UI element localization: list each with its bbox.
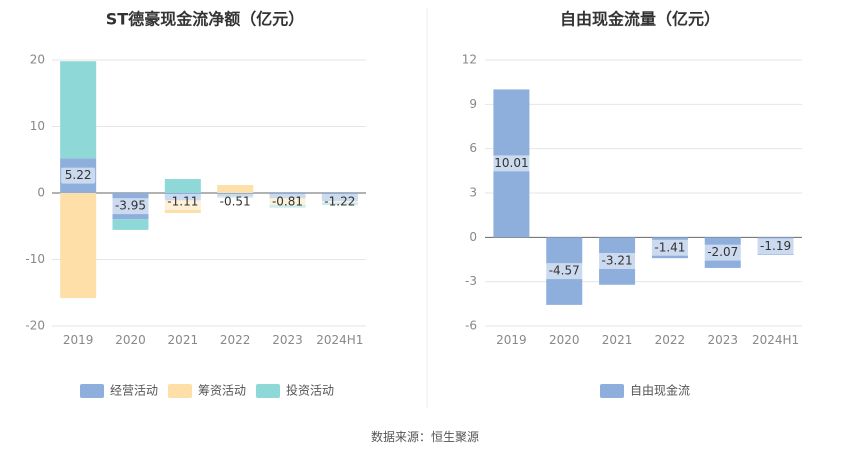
legend-swatch (168, 384, 192, 398)
data-label-background (110, 198, 151, 215)
legend-swatch (256, 384, 280, 398)
data-label: -1.22 (324, 195, 355, 209)
chart-title: 自由现金流量（亿元） (560, 10, 720, 29)
legend-label: 筹资活动 (198, 384, 246, 398)
data-label-background (490, 155, 532, 172)
bar (60, 61, 97, 159)
x-tick-label: 2020 (115, 333, 146, 347)
data-label: -2.07 (707, 245, 738, 259)
x-tick-label: 2022 (655, 333, 686, 347)
y-tick-label: 0 (469, 230, 477, 244)
data-label: -3.21 (602, 254, 633, 268)
cash-flow-net-chart: ST德豪现金流净额（亿元） 20 10 0 -10 -20 2019 2020 2021 2022… (25, 10, 366, 398)
data-label: -1.11 (167, 195, 198, 209)
bar (164, 179, 201, 193)
x-tick-label: 2024H1 (752, 333, 799, 347)
data-label-background (596, 253, 638, 270)
data-label: -1.19 (760, 239, 791, 253)
y-tick-label: 0 (37, 186, 45, 200)
y-tick-label: 9 (469, 97, 477, 111)
data-label: 10.01 (494, 156, 528, 170)
data-label: -0.51 (220, 195, 251, 209)
x-tick-label: 2020 (549, 333, 580, 347)
free-cash-flow-chart: 自由现金流量（亿元） 12 9 6 3 0 -3 -6 2019 2020 2021 2022 2023… (462, 10, 802, 398)
legend-swatch (600, 384, 624, 398)
data-label: -0.81 (272, 195, 303, 209)
legend-label: 经营活动 (110, 384, 158, 398)
data-label: -1.41 (654, 240, 685, 254)
chart-title: ST德豪现金流净额（亿元） (106, 10, 304, 29)
y-tick-label: 6 (469, 141, 477, 155)
x-tick-label: 2023 (272, 333, 303, 347)
bar (112, 219, 149, 230)
y-tick-label: -20 (25, 319, 45, 333)
y-tick-label: 12 (462, 53, 477, 67)
data-label: -3.95 (115, 199, 146, 213)
data-source-note: 数据来源：恒生聚源 (370, 430, 479, 444)
data-label: 5.22 (65, 168, 92, 182)
bar (60, 193, 97, 299)
x-tick-label: 2024H1 (316, 333, 363, 347)
x-tick-label: 2022 (220, 333, 251, 347)
data-label-background (61, 167, 96, 184)
x-tick-label: 2021 (168, 333, 199, 347)
data-label: -4.57 (549, 264, 580, 278)
y-tick-label: 20 (30, 53, 45, 67)
y-tick-label: 3 (469, 186, 477, 200)
x-tick-label: 2019 (496, 333, 527, 347)
y-tick-label: -3 (465, 274, 477, 288)
data-label-background (702, 244, 744, 261)
y-tick-label: -10 (25, 252, 45, 266)
x-tick-label: 2023 (707, 333, 738, 347)
x-tick-label: 2021 (602, 333, 633, 347)
legend-swatch (80, 384, 104, 398)
y-tick-label: 10 (30, 119, 45, 133)
bar (217, 185, 254, 193)
data-label-background (543, 263, 585, 280)
data-label-background (319, 194, 361, 210)
x-tick-label: 2019 (63, 333, 94, 347)
data-label-background (162, 194, 204, 210)
data-label-background (649, 239, 691, 256)
y-tick-label: -6 (465, 319, 477, 333)
legend-label: 自由现金流 (630, 383, 690, 398)
data-label-background (214, 194, 256, 210)
legend-label: 投资活动 (286, 383, 334, 398)
data-label-background (267, 194, 308, 210)
data-label-background (755, 238, 797, 255)
